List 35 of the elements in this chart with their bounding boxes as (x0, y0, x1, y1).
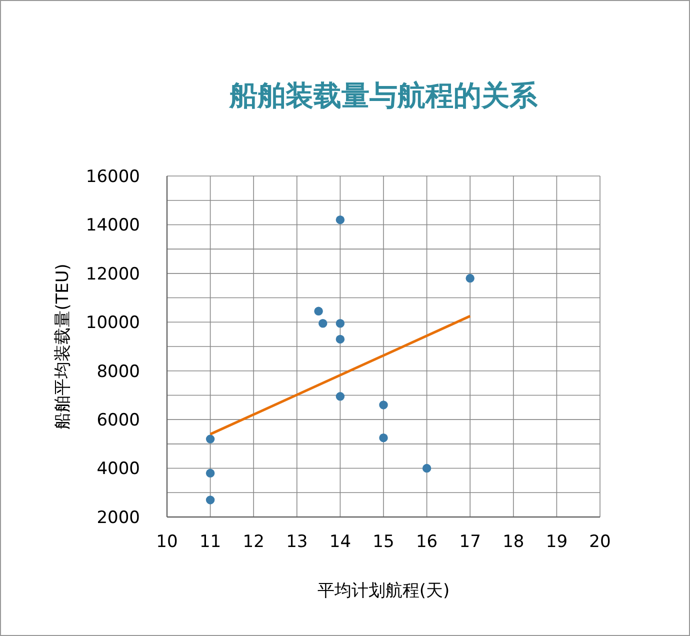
point (318, 319, 328, 328)
y-axis-title: 船舶平均装载量(TEU) (53, 264, 73, 430)
point (466, 274, 474, 283)
point (314, 306, 323, 316)
point (336, 392, 345, 401)
y-tick-label: 14000 (86, 216, 140, 236)
y-tick-label: 12000 (86, 264, 140, 284)
y-tick-label: 16000 (86, 166, 140, 187)
point (206, 434, 215, 444)
x-tick-label: 17 (459, 532, 481, 552)
x-tick-label: 15 (372, 532, 394, 552)
x-tick-label: 18 (502, 532, 524, 552)
x-tick-label: 14 (329, 532, 352, 552)
point (336, 215, 345, 224)
point (422, 464, 432, 473)
point (336, 334, 345, 344)
chart-title: 船舶装载量与航程的关系 (228, 79, 538, 112)
point (206, 496, 215, 504)
x-tick-label: 19 (546, 532, 568, 552)
x-tick-label: 10 (156, 532, 178, 552)
point (336, 319, 345, 328)
y-tick-label: 2000 (96, 508, 140, 528)
y-tick-label: 4000 (96, 459, 140, 480)
point (206, 468, 215, 478)
y-tick-label: 8000 (96, 362, 140, 382)
x-tick-label: 13 (286, 532, 308, 552)
point (379, 433, 388, 442)
y-tick-label: 10000 (86, 313, 140, 334)
x-axis-title: 平均计划航程(天) (317, 581, 450, 601)
x-tick-label: 20 (589, 532, 611, 552)
point (379, 400, 388, 410)
x-tick-label: 11 (199, 532, 222, 552)
x-tick-label: 16 (416, 532, 438, 552)
y-tick-label: 6000 (96, 410, 140, 431)
x-tick-label: 12 (242, 532, 264, 552)
